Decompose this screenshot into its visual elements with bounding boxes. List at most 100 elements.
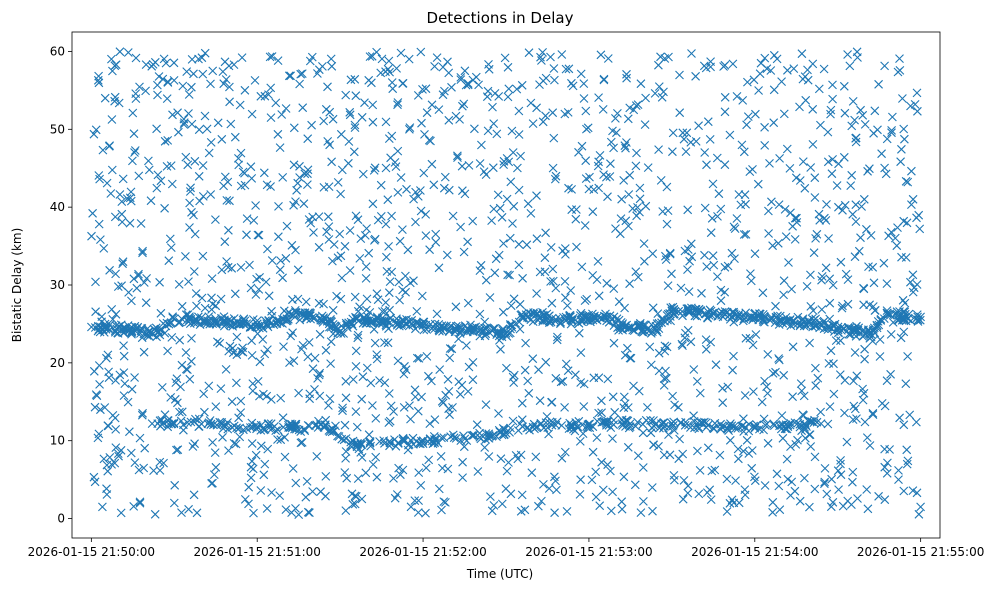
scatter-point [760,481,770,490]
y-tick-label: 0 [57,512,65,526]
scatter-point [723,261,733,271]
scatter-point [775,505,785,515]
scatter-point [827,474,836,484]
scatter-point [456,73,466,82]
scatter-point [575,490,585,499]
scatter-point [225,196,234,206]
scatter-point [661,251,670,261]
scatter-point [453,153,462,162]
scatter-point [561,293,570,303]
scatter-point [681,328,690,338]
scatter-point [512,84,522,94]
scatter-point [849,401,859,411]
scatter-point [189,210,198,220]
scatter-point [93,433,103,443]
scatter-point [375,437,384,446]
scatter-point [285,358,294,367]
scatter-point [663,206,673,215]
scatter-point [296,308,306,318]
scatter-point [518,311,527,321]
scatter-point [787,284,796,294]
scatter-point [774,355,784,365]
scatter-point [531,423,541,432]
scatter-point [155,466,165,475]
scatter-point [728,365,737,375]
scatter-point [177,301,187,311]
scatter-point [624,221,633,231]
scatter-point [393,98,403,107]
scatter-point [786,321,796,331]
scatter-point [303,180,312,189]
scatter-point [916,502,925,512]
scatter-point [839,152,849,162]
scatter-point [174,127,183,137]
scatter-point [97,312,107,321]
scatter-point [648,506,657,516]
scatter-point [844,329,854,339]
scatter-point [484,60,493,69]
scatter-point [459,431,468,441]
scatter-point [823,157,833,167]
scatter-point [782,454,792,464]
scatter-point [344,137,354,146]
scatter-point [336,129,346,139]
scatter-point [95,174,104,184]
scatter-point [181,364,191,374]
scatter-point [416,206,426,216]
scatter-point [238,167,248,177]
scatter-point [786,491,795,500]
scatter-point [772,469,782,479]
scatter-point [509,294,519,304]
scatter-point [267,52,277,61]
scatter-point [312,420,321,430]
scatter-point [779,290,788,300]
scatter-point [817,275,826,285]
scatter-point [897,144,906,154]
scatter-point [587,475,597,485]
scatter-point [211,462,221,472]
scatter-point [120,379,130,388]
scatter-point [692,377,702,386]
scatter-point [612,128,621,138]
scatter-point [709,424,719,434]
scatter-point [887,126,896,135]
scatter-point [574,147,583,157]
scatter-point [589,185,599,194]
scatter-point [716,204,726,214]
scatter-point [537,56,546,65]
scatter-point [915,224,925,234]
scatter-point [646,360,656,370]
scatter-point [582,294,592,304]
scatter-point [654,366,664,376]
scatter-point [381,219,391,229]
scatter-point [139,278,149,287]
scatter-point [850,115,859,125]
scatter-point [779,276,789,286]
scatter-point [303,421,313,430]
scatter-point [153,419,163,428]
scatter-point [716,296,726,306]
scatter-point [734,454,743,464]
scatter-point [258,335,268,344]
scatter-point [572,205,581,214]
scatter-point [275,491,285,500]
scatter-point [485,431,494,441]
scatter-point [908,486,918,495]
scatter-point [850,404,860,414]
scatter-point [373,295,383,305]
scatter-point [275,143,285,152]
scatter-point [134,269,143,279]
scatter-point [687,252,697,262]
scatter-point [496,454,506,464]
scatter-point [327,61,337,71]
scatter-point [427,159,437,169]
scatter-point [822,200,831,209]
scatter-point [390,493,400,503]
scatter-point [621,143,630,153]
scatter-point [288,295,297,305]
scatter-point [153,170,163,180]
scatter-point [350,74,360,84]
scatter-point [263,322,273,332]
scatter-point [550,508,559,518]
scatter-point [357,394,367,404]
